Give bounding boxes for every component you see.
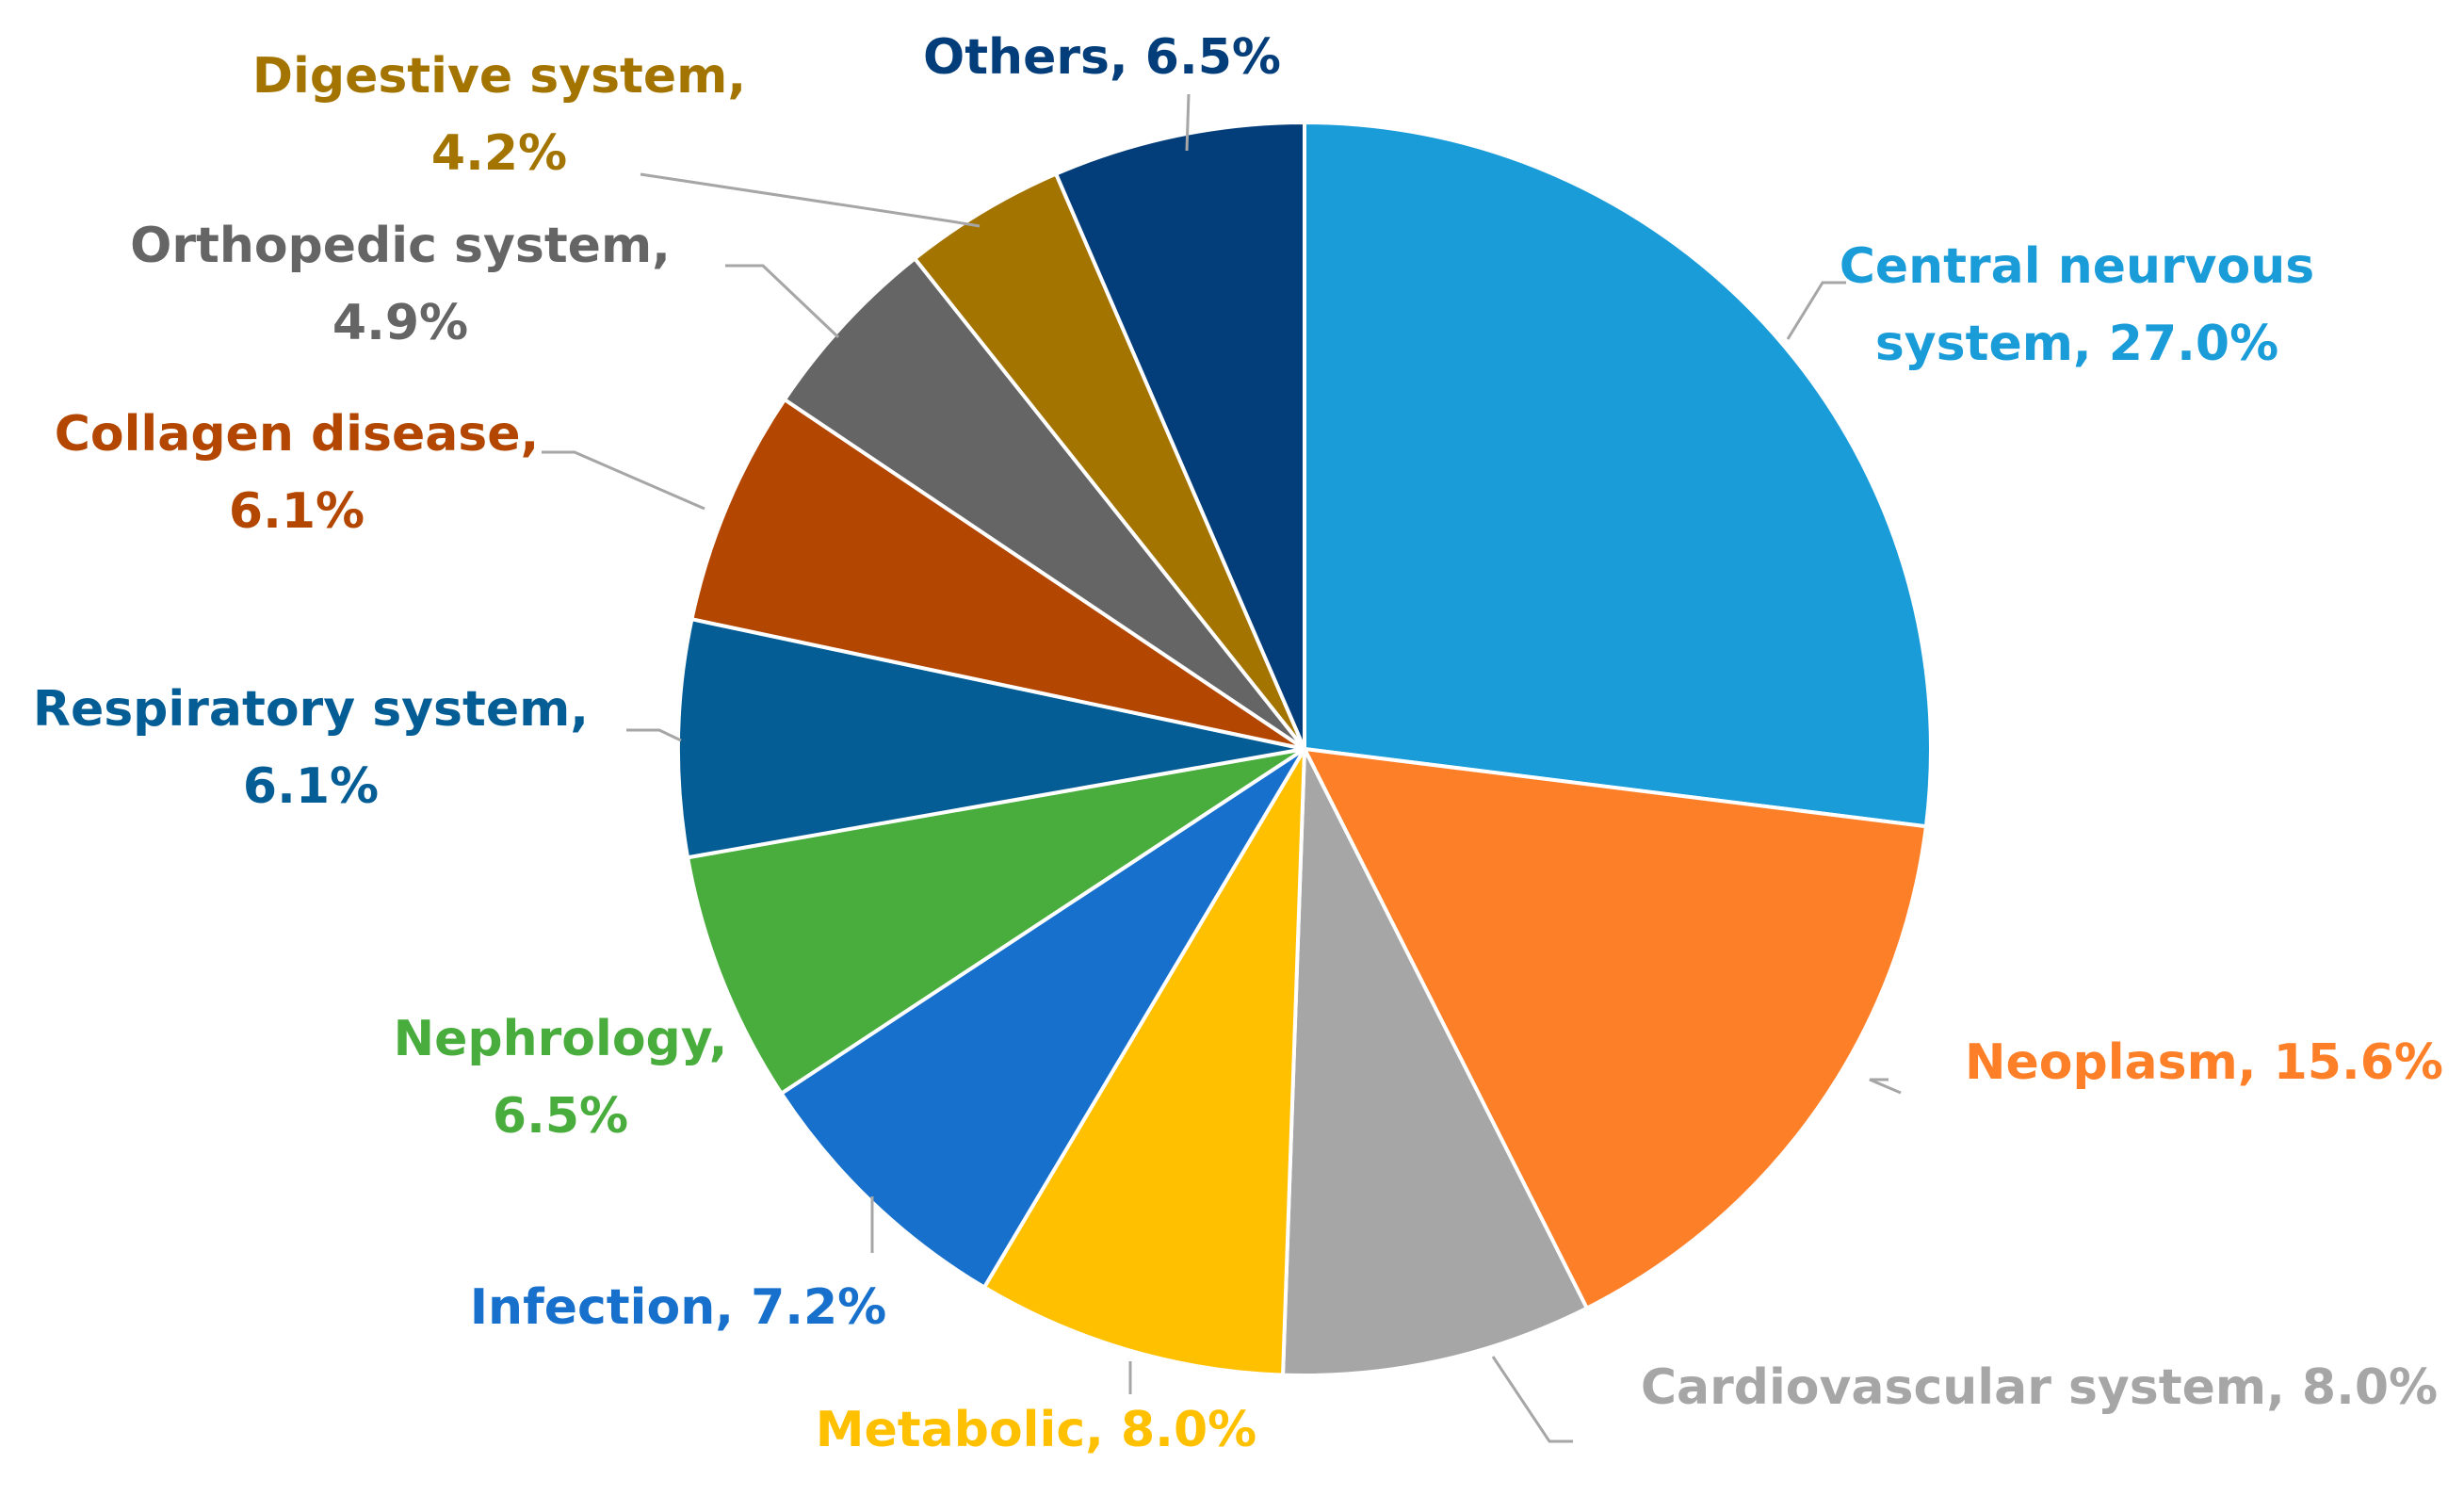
data-label-respiratory-system: Respiratory system, 6.1% xyxy=(33,681,589,815)
pie-slice-neoplasm xyxy=(1303,747,1928,1310)
data-label-collagen-disease: Collagen disease, 6.1% xyxy=(55,406,540,540)
data-label-central-neurvous-system: Central neurvous system, 27.0% xyxy=(1840,238,2315,372)
pie-slice-cardiovascular-system xyxy=(1281,747,1589,1377)
pie-slice-central-neurvous-system xyxy=(1303,121,1933,829)
leader-line-orthopedic-system xyxy=(725,264,840,339)
data-label-line: 4.9% xyxy=(332,295,468,351)
data-label-line: 6.5% xyxy=(493,1088,628,1145)
data-label-line: Others, 6.5% xyxy=(923,29,1281,86)
pie-slice-others xyxy=(1054,121,1306,751)
data-label-line: Orthopedic system, xyxy=(130,218,671,274)
data-label-infection: Infection, 7.2% xyxy=(470,1279,887,1336)
pie-slice-collagen-disease xyxy=(689,398,1306,751)
data-label-line: Collagen disease, xyxy=(55,406,540,463)
pie-slice-metabolic xyxy=(982,747,1306,1377)
data-label-cardiovascular-system: Cardiovascular system, 8.0% xyxy=(1641,1359,2438,1416)
data-label-line: 6.1% xyxy=(243,758,379,815)
leader-line-collagen-disease xyxy=(542,450,705,511)
data-label-line: Neoplasm, 15.6% xyxy=(1965,1034,2443,1091)
pie-slice-digestive-system xyxy=(913,171,1306,751)
leader-line-respiratory-system xyxy=(626,728,682,742)
data-label-line: Metabolic, 8.0% xyxy=(816,1402,1256,1458)
data-label-others: Others, 6.5% xyxy=(923,29,1281,86)
data-label-line: 6.1% xyxy=(229,483,365,540)
data-label-line: Cardiovascular system, 8.0% xyxy=(1641,1359,2438,1416)
leader-line-digestive-system xyxy=(640,172,981,228)
data-label-digestive-system: Digestive system, 4.2% xyxy=(252,48,746,182)
leader-line-neoplasm xyxy=(1869,1078,1902,1095)
pie-slices xyxy=(676,121,1933,1377)
data-label-orthopedic-system: Orthopedic system, 4.9% xyxy=(130,218,671,351)
pie-slice-orthopedic-system xyxy=(783,256,1306,751)
data-label-metabolic: Metabolic, 8.0% xyxy=(816,1402,1256,1458)
data-label-line: Infection, 7.2% xyxy=(470,1279,887,1336)
data-label-line: system, 27.0% xyxy=(1875,316,2278,372)
data-label-nephrology: Nephrology, 6.5% xyxy=(394,1011,728,1145)
data-label-line: Nephrology, xyxy=(394,1011,728,1067)
data-label-neoplasm: Neoplasm, 15.6% xyxy=(1965,1034,2443,1091)
data-label-line: Central neurvous xyxy=(1840,238,2315,295)
leader-line-others xyxy=(1185,93,1191,152)
data-label-line: 4.2% xyxy=(431,125,567,182)
leader-line-cardiovascular-system xyxy=(1491,1356,1573,1443)
data-label-line: Respiratory system, xyxy=(33,681,589,738)
pie-labels: Central neurvous system, 27.0% Neoplasm, 1… xyxy=(33,29,2443,1458)
pie-slice-nephrology xyxy=(686,747,1306,1096)
leader-line-central-neurvous-system xyxy=(1786,281,1846,340)
data-label-line: Digestive system, xyxy=(252,48,746,105)
